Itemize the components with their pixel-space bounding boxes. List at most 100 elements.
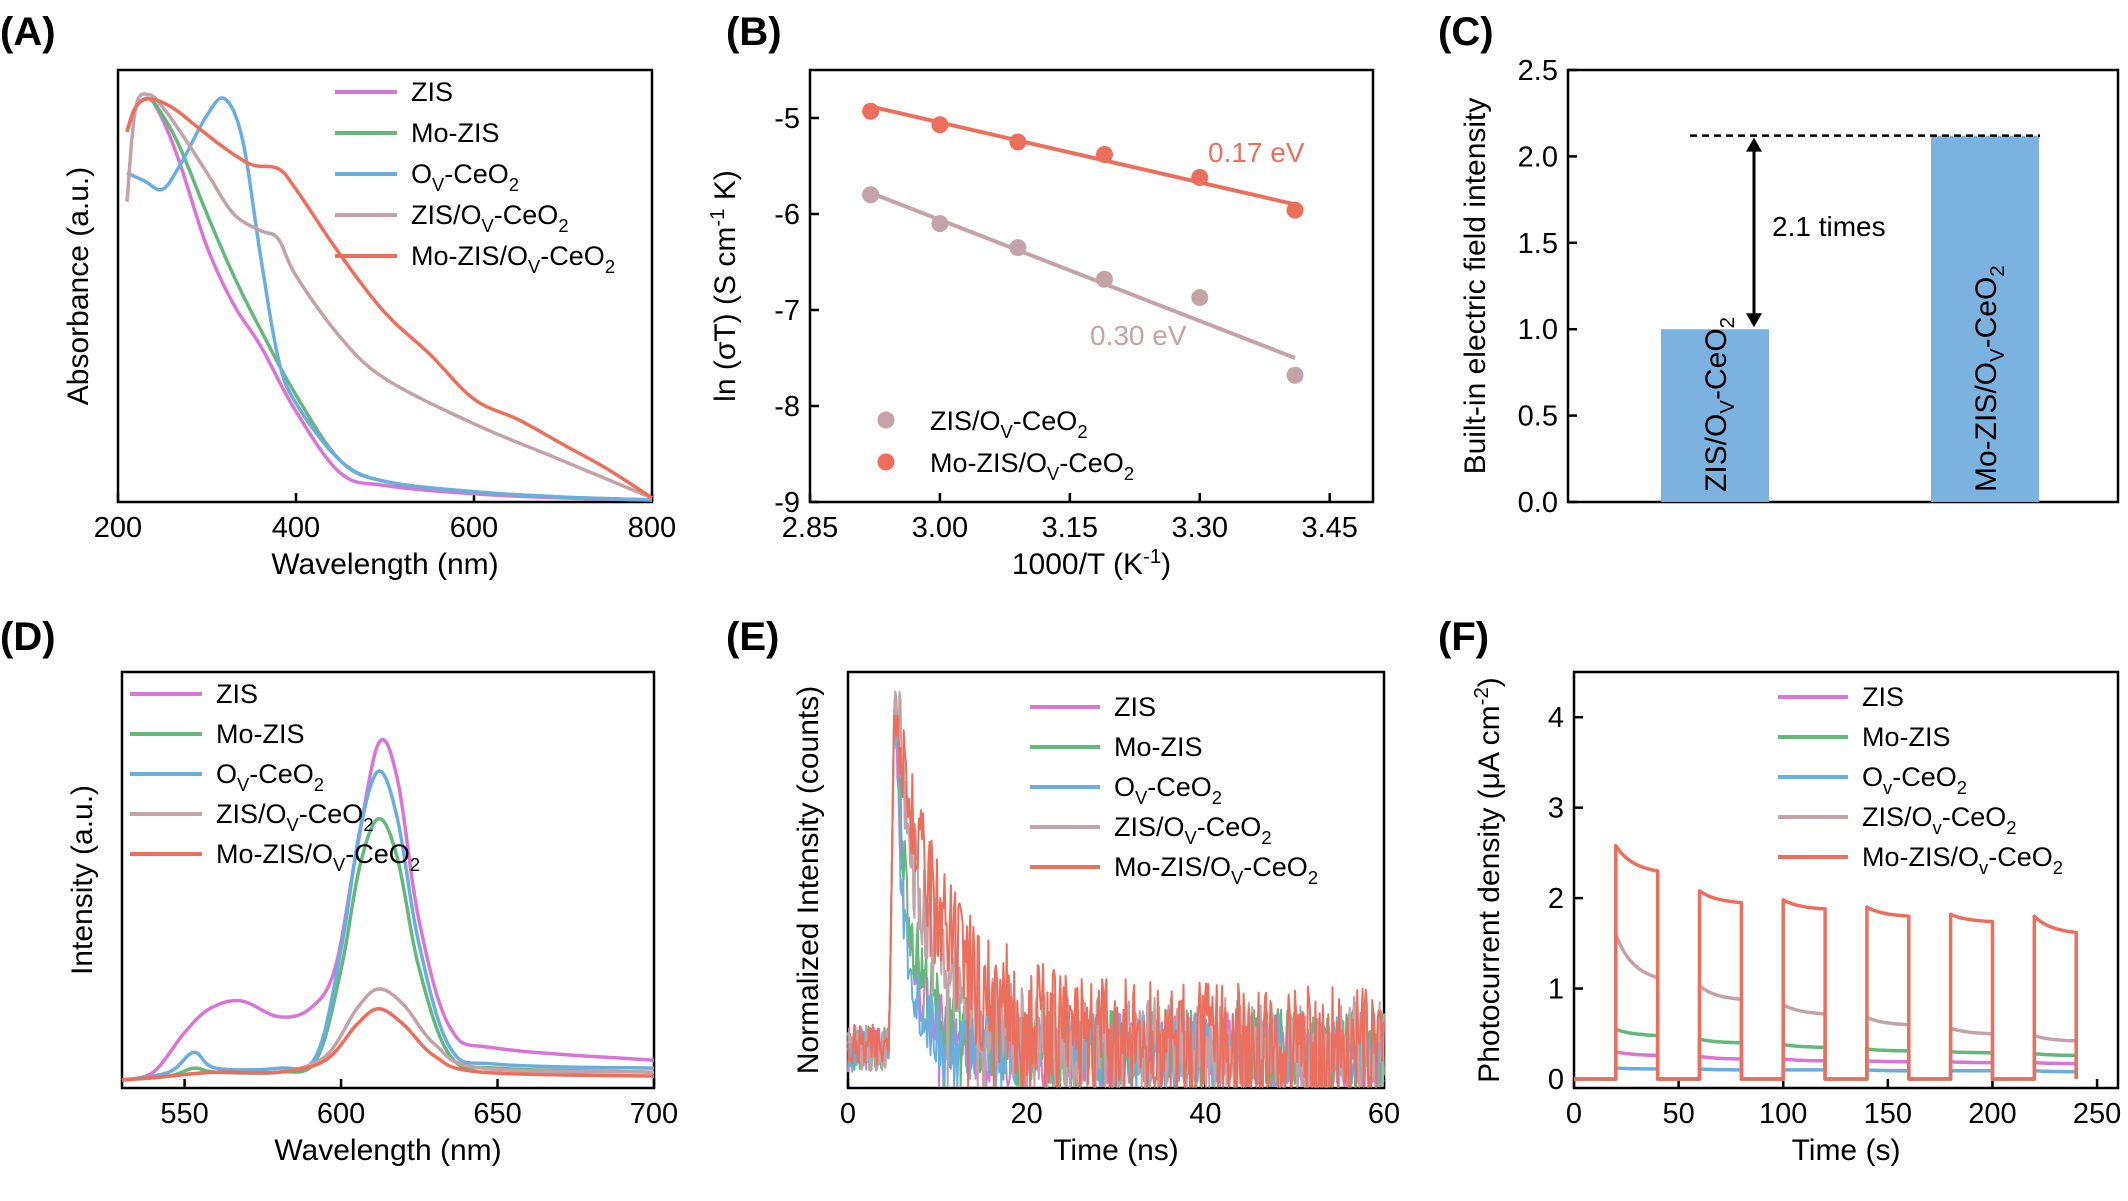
legend-label: ZIS: [216, 679, 258, 709]
x-axis-title: Wavelength (nm): [274, 1134, 501, 1167]
x-tick-label: 600: [317, 1098, 365, 1130]
data-point: [862, 186, 880, 204]
y-tick-label: 2.0: [1518, 141, 1558, 173]
data-point: [862, 102, 880, 120]
x-tick-label: 50: [1662, 1098, 1694, 1130]
panel-label: (B): [726, 10, 782, 54]
data-point: [1286, 201, 1304, 219]
x-tick-label: 600: [450, 512, 498, 544]
legend-label: Mo-ZIS/OV-CeO2​: [930, 448, 1134, 484]
data-point: [1286, 366, 1304, 384]
panel-label: (C): [1438, 10, 1494, 54]
x-tick-label: 150: [1864, 1098, 1912, 1130]
data-point: [1191, 289, 1209, 307]
legend-label: Mo-ZIS/OV-CeO2​: [1114, 852, 1318, 888]
panel-label: (D): [0, 615, 56, 659]
x-tick-label: 200: [94, 512, 142, 544]
ratio-label: 2.1 times: [1772, 211, 1886, 242]
legend-label: ZIS/OV-CeO2​: [1114, 812, 1272, 848]
x-tick-label: 700: [630, 1098, 678, 1130]
bar: [1661, 329, 1769, 502]
y-tick-label: -7: [774, 295, 800, 327]
y-tick-label: 2: [1548, 883, 1564, 915]
x-tick-label: 0: [840, 1098, 856, 1130]
data-point: [1191, 169, 1209, 187]
y-tick-label: 0: [1548, 1064, 1564, 1096]
legend-label: ZIS: [1114, 692, 1156, 722]
x-axis-title: Time (s): [1792, 1134, 1901, 1167]
photocurrent-trace: [1574, 843, 2078, 1081]
legend-label: ZIS: [411, 77, 453, 107]
panel-c: 0.0 0.5 1.0 1.5 2.0 2.5 Built-in electric fiel…: [1438, 10, 2120, 519]
x-tick-label: 800: [628, 512, 676, 544]
series-line: [121, 769, 655, 1082]
data-point: [931, 116, 949, 134]
data-point: [1095, 270, 1113, 288]
x-tick-label: 200: [1968, 1098, 2016, 1130]
series-line: [125, 92, 653, 500]
legend-label: OV-CeO2​: [216, 759, 324, 795]
legend-label: Mo-ZIS: [1862, 722, 1951, 752]
x-tick-label: 3.30: [1172, 512, 1228, 544]
panel-d: 550 600 650 700 Wavelength (nm) Intensity (a.…: [0, 615, 678, 1167]
legend-label: Mo-ZIS/Ov-CeO2​: [1862, 842, 2063, 878]
panel-label: (F): [1438, 615, 1489, 659]
x-tick-label: 40: [1189, 1098, 1221, 1130]
activation-energy-label: 0.17 eV: [1208, 137, 1305, 168]
legend-label: ZIS/OV-CeO2​: [216, 799, 374, 835]
x-axis-title: Wavelength (nm): [271, 548, 498, 581]
legend-label: ZIS/OV-CeO2​: [411, 200, 569, 236]
bar-category-label: Mo-ZIS/OV-CeO2​: [1970, 265, 2009, 492]
x-tick-label: 60: [1368, 1098, 1400, 1130]
series-line: [125, 96, 653, 502]
legend-label: ZIS: [1862, 682, 1904, 712]
arrow-head-down: [1746, 313, 1762, 328]
series-line: [121, 816, 655, 1082]
y-tick-label: 4: [1548, 702, 1564, 734]
legend-label: Mo-ZIS/OV-CeO2​: [216, 839, 420, 875]
series-line: [125, 97, 653, 500]
plot-frame: [1566, 68, 2120, 504]
legend-label: Mo-ZIS: [216, 719, 305, 749]
y-axis-title: Photocurrent density (μA cm-2): [1471, 677, 1506, 1083]
panel-a: 200 400 600 800 Wavelength (nm) Absorbance (a…: [0, 10, 676, 581]
activation-energy-label: 0.30 eV: [1090, 320, 1187, 351]
legend-marker: [877, 453, 895, 471]
x-tick-label: 3.15: [1042, 512, 1098, 544]
x-tick-label: 250: [2073, 1098, 2121, 1130]
y-axis-title: Normalized Intensity (counts): [792, 686, 825, 1074]
y-tick-label: 0.0: [1518, 487, 1558, 519]
series-line: [121, 737, 655, 1082]
y-axis-title: Absorbance (a.u.): [62, 167, 95, 405]
x-tick-label: 2.85: [782, 512, 838, 544]
y-tick-label: -9: [774, 487, 800, 519]
plot-frame: [808, 68, 1375, 504]
bar-category-label: ZIS/OV-CeO2​: [1700, 317, 1739, 492]
panel-label: (A): [0, 10, 56, 54]
plot-frame: [1572, 670, 2120, 1090]
legend-label: ZIS/Ov-CeO2​: [1862, 802, 2016, 838]
legend-marker: [877, 411, 895, 429]
x-tick-label: 650: [473, 1098, 521, 1130]
x-tick-label: 3.45: [1301, 512, 1357, 544]
plot-frame: [116, 68, 654, 504]
decay-trace: [847, 714, 1385, 1088]
plot-frame: [846, 670, 1386, 1090]
y-tick-label: 1.5: [1518, 228, 1558, 260]
panel-f: 0 50 100 150 200 250 0 1 2 3 4 Time (s) Photocurrent…: [1438, 615, 2121, 1167]
legend-label: ZIS/OV-CeO2​: [930, 406, 1088, 442]
panel-b: 2.85 3.00 3.15 3.30 3.45 -9 -8 -7 -6 -5 1000/T (K-…: [707, 10, 1375, 581]
x-axis-title: Time (ns): [1053, 1134, 1179, 1167]
series-line: [121, 1007, 655, 1082]
y-tick-label: -8: [774, 391, 800, 423]
x-tick-label: 0: [1566, 1098, 1582, 1130]
arrow-head-up: [1746, 137, 1762, 152]
series-line: [126, 96, 653, 502]
legend-label: Mo-ZIS: [411, 118, 500, 148]
y-tick-label: 1: [1548, 974, 1564, 1006]
y-axis-title: Built-in electric field intensity: [1459, 98, 1492, 475]
x-tick-label: 100: [1759, 1098, 1807, 1130]
legend-label: Mo-ZIS: [1114, 732, 1203, 762]
legend-label: Mo-ZIS/OV-CeO2​: [411, 241, 615, 277]
